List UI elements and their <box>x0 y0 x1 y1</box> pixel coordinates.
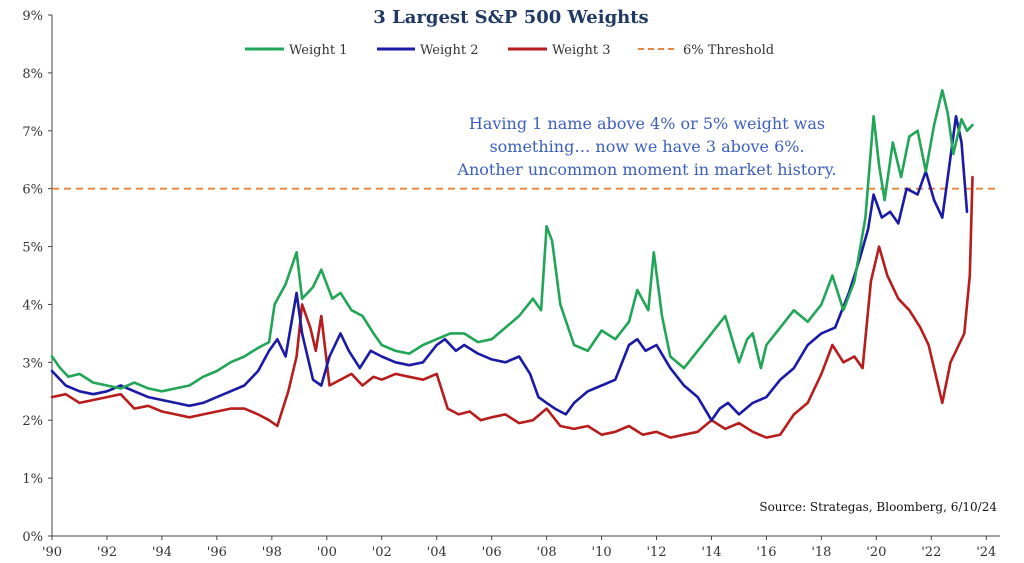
x-tick-label: '96 <box>207 545 227 560</box>
x-tick-label: '98 <box>262 545 282 560</box>
legend-label-weight-1: Weight 1 <box>289 43 347 58</box>
x-tick-label: '24 <box>976 545 996 560</box>
x-tick-label: '90 <box>42 545 62 560</box>
annotation-line-1: Having 1 name above 4% or 5% weight was <box>469 114 825 133</box>
legend-label-weight-2: Weight 2 <box>420 43 478 58</box>
y-tick-label: 5% <box>22 241 43 256</box>
y-tick-label: 4% <box>22 298 43 313</box>
axes: 0% 1% 2% 3% 4% 5% 6% 7% 8% 9% '90 '92 '94 '96 '98 '00 '0… <box>22 9 1000 560</box>
y-tick-label: 8% <box>22 67 43 82</box>
x-tick-label: '10 <box>592 545 612 560</box>
x-tick-label: '02 <box>372 545 392 560</box>
x-tick-label: '08 <box>537 545 557 560</box>
legend-label-threshold: 6% Threshold <box>683 43 774 58</box>
x-tick-label: '04 <box>427 545 447 560</box>
y-tick-label: 9% <box>22 9 43 24</box>
y-tick-label: 2% <box>22 414 43 429</box>
x-tick-label: '14 <box>701 545 721 560</box>
annotation-line-2: something… now we have 3 above 6%. <box>489 137 804 156</box>
x-tick-label: '06 <box>482 545 502 560</box>
chart-title: 3 Largest S&P 500 Weights <box>373 7 648 28</box>
x-tick-label: '12 <box>646 545 666 560</box>
series-layer <box>50 89 974 439</box>
source-note: Source: Strategas, Bloomberg, 6/10/24 <box>759 500 997 514</box>
x-tick-label: '94 <box>152 545 172 560</box>
x-tick-label: '00 <box>317 545 337 560</box>
y-tick-label: 6% <box>22 183 43 198</box>
series-line-weight-3 <box>50 175 974 439</box>
x-tick-label: '92 <box>97 545 117 560</box>
x-tick-label: '18 <box>811 545 831 560</box>
y-tick-label: 7% <box>22 125 43 140</box>
y-tick-label: 1% <box>22 472 43 487</box>
annotation-line-3: Another uncommon moment in market histor… <box>456 160 836 179</box>
y-tick-label: 0% <box>22 530 43 545</box>
annotation: Having 1 name above 4% or 5% weight was … <box>456 114 836 179</box>
x-tick-label: '22 <box>921 545 941 560</box>
x-tick-label: '20 <box>866 545 886 560</box>
series-line-weight-2 <box>50 115 969 422</box>
x-tick-label: '16 <box>756 545 776 560</box>
legend: Weight 1 Weight 2 Weight 3 6% Threshold <box>245 43 774 58</box>
y-tick-label: 3% <box>22 356 43 371</box>
legend-label-weight-3: Weight 3 <box>552 43 610 58</box>
series-line-weight-1 <box>50 89 974 393</box>
